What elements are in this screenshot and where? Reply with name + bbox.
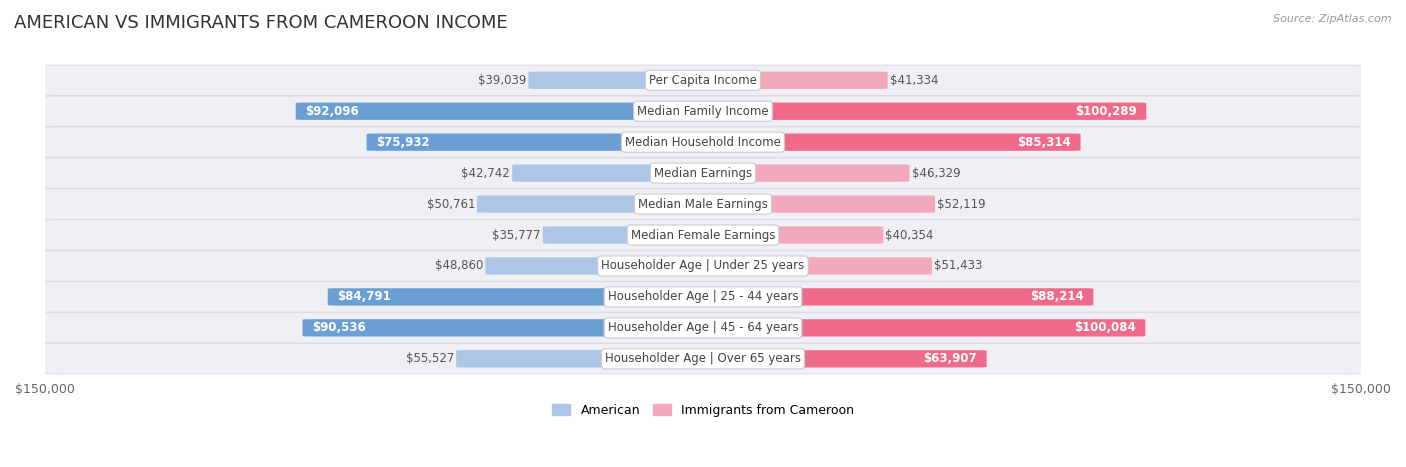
FancyBboxPatch shape	[485, 257, 706, 275]
Text: Median Household Income: Median Household Income	[626, 136, 780, 149]
FancyBboxPatch shape	[38, 65, 1368, 95]
Legend: American, Immigrants from Cameroon: American, Immigrants from Cameroon	[547, 399, 859, 422]
FancyBboxPatch shape	[700, 319, 1146, 337]
Text: $100,289: $100,289	[1074, 105, 1136, 118]
Text: $35,777: $35,777	[492, 228, 541, 241]
FancyBboxPatch shape	[543, 226, 706, 244]
FancyBboxPatch shape	[700, 164, 910, 182]
Text: $50,761: $50,761	[426, 198, 475, 211]
FancyBboxPatch shape	[700, 257, 932, 275]
Text: Median Earnings: Median Earnings	[654, 167, 752, 180]
Text: $55,527: $55,527	[406, 352, 454, 365]
FancyBboxPatch shape	[700, 288, 1094, 305]
Text: Per Capita Income: Per Capita Income	[650, 74, 756, 87]
Text: $88,214: $88,214	[1029, 290, 1084, 304]
Text: $41,334: $41,334	[890, 74, 938, 87]
Text: $40,354: $40,354	[886, 228, 934, 241]
Text: $52,119: $52,119	[936, 198, 986, 211]
FancyBboxPatch shape	[295, 103, 706, 120]
Text: $42,742: $42,742	[461, 167, 510, 180]
Text: Median Female Earnings: Median Female Earnings	[631, 228, 775, 241]
Text: $48,860: $48,860	[434, 260, 484, 272]
FancyBboxPatch shape	[38, 127, 1368, 157]
FancyBboxPatch shape	[367, 134, 706, 151]
Text: $90,536: $90,536	[312, 321, 366, 334]
FancyBboxPatch shape	[700, 350, 987, 368]
Text: $100,084: $100,084	[1074, 321, 1136, 334]
FancyBboxPatch shape	[700, 226, 883, 244]
FancyBboxPatch shape	[700, 103, 1146, 120]
Text: Source: ZipAtlas.com: Source: ZipAtlas.com	[1274, 14, 1392, 24]
Text: $75,932: $75,932	[377, 136, 430, 149]
Text: $39,039: $39,039	[478, 74, 526, 87]
FancyBboxPatch shape	[38, 189, 1368, 219]
Text: $51,433: $51,433	[934, 260, 983, 272]
Text: Householder Age | 25 - 44 years: Householder Age | 25 - 44 years	[607, 290, 799, 304]
FancyBboxPatch shape	[38, 313, 1368, 343]
Text: Householder Age | Under 25 years: Householder Age | Under 25 years	[602, 260, 804, 272]
Text: $63,907: $63,907	[924, 352, 977, 365]
Text: $46,329: $46,329	[911, 167, 960, 180]
Text: $92,096: $92,096	[305, 105, 360, 118]
FancyBboxPatch shape	[700, 134, 1081, 151]
FancyBboxPatch shape	[38, 158, 1368, 188]
FancyBboxPatch shape	[38, 282, 1368, 312]
FancyBboxPatch shape	[38, 220, 1368, 250]
Text: Median Family Income: Median Family Income	[637, 105, 769, 118]
FancyBboxPatch shape	[302, 319, 706, 337]
Text: $84,791: $84,791	[337, 290, 391, 304]
Text: Median Male Earnings: Median Male Earnings	[638, 198, 768, 211]
Text: AMERICAN VS IMMIGRANTS FROM CAMEROON INCOME: AMERICAN VS IMMIGRANTS FROM CAMEROON INC…	[14, 14, 508, 32]
FancyBboxPatch shape	[700, 71, 887, 89]
FancyBboxPatch shape	[456, 350, 706, 368]
FancyBboxPatch shape	[38, 96, 1368, 127]
FancyBboxPatch shape	[512, 164, 706, 182]
FancyBboxPatch shape	[529, 71, 706, 89]
Text: Householder Age | Over 65 years: Householder Age | Over 65 years	[605, 352, 801, 365]
Text: $85,314: $85,314	[1017, 136, 1071, 149]
FancyBboxPatch shape	[38, 344, 1368, 374]
FancyBboxPatch shape	[38, 251, 1368, 281]
FancyBboxPatch shape	[700, 195, 935, 213]
Text: Householder Age | 45 - 64 years: Householder Age | 45 - 64 years	[607, 321, 799, 334]
FancyBboxPatch shape	[328, 288, 706, 305]
FancyBboxPatch shape	[477, 195, 706, 213]
